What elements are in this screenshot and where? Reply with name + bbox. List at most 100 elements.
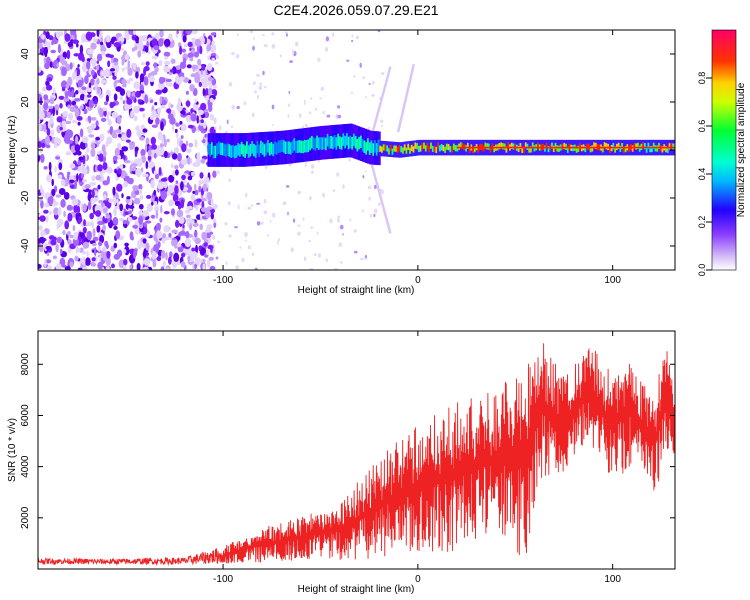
spectrogram-noise-blob [99, 235, 105, 244]
spectrogram-band-core [398, 145, 402, 152]
spectrogram-speckle [254, 267, 258, 270]
spectrogram-noise-blob [145, 242, 150, 251]
spectrogram-noise-blob [195, 157, 201, 167]
spectrogram-noise-blob [121, 146, 129, 152]
spectrogram-band-core [514, 143, 518, 150]
spectrogram-speckle [239, 246, 242, 249]
spectrogram-noise-blob [158, 76, 165, 84]
spectrogram-noise-blob [63, 192, 70, 200]
spectrogram-band-core [507, 142, 511, 149]
spectrogram-noise-blob [186, 64, 192, 69]
spectrogram-speckle [231, 104, 235, 110]
spectrogram-noise-blob [137, 50, 142, 58]
spectrogram-noise-blob [174, 200, 181, 206]
spectrogram-speckle [261, 34, 265, 37]
spectrogram-speckle [235, 53, 240, 59]
spectrogram-speckle [287, 211, 289, 216]
spectrogram-noise-blob [38, 118, 41, 124]
spectrogram-band-core [614, 146, 618, 153]
spectrogram-band-core [353, 133, 356, 147]
spectrogram-noise-blob [84, 184, 91, 189]
spectrogram-band-core [267, 140, 271, 153]
spectrogram-band-core [303, 139, 307, 153]
spectrogram-noise-blob [90, 123, 97, 129]
spectrogram-noise-blob [38, 42, 43, 49]
spectrogram-noise-blob [206, 258, 211, 268]
spectrogram-noise-blob [49, 97, 55, 105]
spectrogram-noise-blob [160, 266, 165, 270]
spectrogram-noise-blob [44, 46, 48, 51]
spectrogram-noise-blob [153, 244, 160, 253]
spectrogram-noise-blob [42, 86, 47, 92]
spectrogram-noise-blob [143, 76, 149, 86]
spectrogram-noise-blob [142, 113, 146, 118]
spectrogram-band-core [339, 136, 342, 149]
spectrogram-noise-blob [90, 117, 97, 121]
spectrogram-noise-blob [95, 174, 102, 181]
spectrogram-speckle [211, 98, 215, 102]
spectrogram-noise-blob [199, 212, 204, 221]
spectrogram-noise-blob [98, 153, 104, 162]
spectrogram-noise-blob [133, 197, 141, 205]
spectrogram-speckle [332, 189, 336, 193]
spectrogram-noise-blob [76, 150, 82, 156]
spectrogram-band-core [623, 146, 626, 153]
spectrogram-noise-blob [107, 111, 112, 116]
spectrogram-noise-blob [41, 142, 46, 148]
spectrogram-noise-blob [146, 194, 152, 199]
spectrogram-noise-blob [194, 263, 198, 270]
spectrogram-noise-blob [56, 116, 63, 123]
spectrogram-speckle [264, 165, 268, 170]
spectrogram-band-core [218, 141, 221, 154]
spectrogram-speckle [297, 190, 302, 195]
spectrogram-noise-blob [136, 262, 141, 270]
spectrogram-noise-blob [138, 184, 143, 190]
spectrogram-band-core [389, 144, 393, 152]
spectrogram-noise-blob [168, 199, 174, 207]
spectrogram-noise-blob [200, 188, 204, 196]
spectrogram-noise-blob [109, 126, 113, 135]
spectrogram-noise-blob [180, 135, 184, 139]
spectrogram-noise-blob [107, 60, 111, 68]
spectrogram-band-core [225, 144, 228, 157]
spectrogram-band-core [328, 136, 332, 149]
spectrogram-noise-blob [122, 83, 127, 88]
spectrogram-band-core [551, 142, 555, 149]
spectrogram-noise-blob [113, 61, 119, 66]
spectrogram-noise-blob [76, 116, 83, 121]
spectrogram-band-core [370, 140, 374, 153]
spectrogram-noise-blob [97, 245, 101, 252]
spectrogram-band-core [419, 145, 423, 152]
spectrogram-noise-blob [201, 231, 208, 241]
spectrogram-noise-blob [203, 176, 210, 184]
spectrogram-band-core [400, 146, 404, 153]
spectrogram-noise-blob [162, 260, 166, 267]
spectrogram-noise-blob [160, 121, 164, 131]
spectrogram-noise-blob [185, 140, 189, 147]
spectrogram-noise-blob [105, 256, 111, 266]
spectrogram-noise-blob [153, 233, 157, 242]
spectrogram-band-core [658, 142, 662, 150]
spectrogram-noise-blob [38, 242, 44, 253]
spectrogram-noise-blob [145, 61, 150, 66]
spectrogram-arm-speck [388, 66, 392, 70]
spectrogram-speckle [260, 221, 264, 225]
spectrogram-noise-blob [194, 237, 201, 245]
spectrogram-noise-blob [104, 101, 108, 106]
spectrogram-noise-blob [68, 112, 74, 121]
spectrogram-noise-blob [113, 242, 118, 249]
snr-y-tick-label: 6000 [20, 404, 31, 427]
spectrogram-noise-blob [139, 195, 144, 200]
spectrogram-noise-blob [157, 182, 164, 190]
spectrogram-x-ticks: -100 0 100 [213, 30, 621, 286]
spectrogram-band-core [491, 143, 495, 150]
spectrogram-noise-blob [74, 135, 79, 145]
snr-x-axis-label: Height of straight line (km) [298, 584, 415, 595]
spectrogram-band-core [594, 142, 598, 149]
spectrogram-speckle [308, 240, 312, 242]
spectrogram-noise-blob [105, 214, 111, 219]
spectrogram-noise-blob [166, 108, 171, 114]
spectrogram-band-core [233, 145, 237, 159]
spectrogram-band-core [430, 142, 434, 149]
spectrogram-noise-blob [133, 249, 137, 259]
